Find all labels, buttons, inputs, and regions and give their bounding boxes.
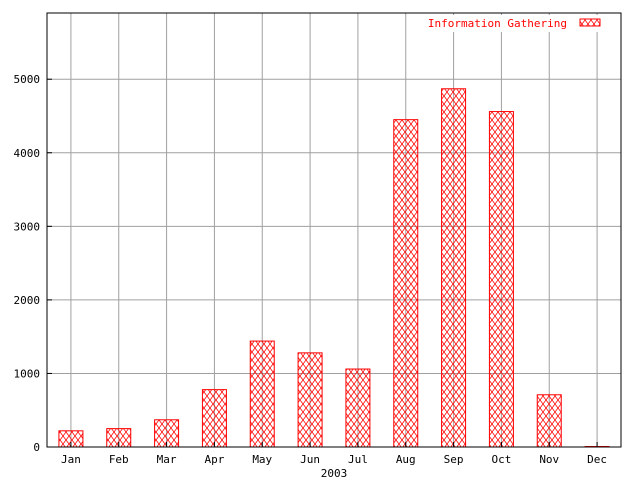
x-tick-label: Jun <box>300 453 320 466</box>
y-tick-label: 1000 <box>14 367 41 380</box>
y-tick-label: 4000 <box>14 147 41 160</box>
x-tick-label: Dec <box>587 453 607 466</box>
y-tick-label: 2000 <box>14 294 41 307</box>
bar-jun <box>297 352 323 448</box>
x-tick-label: Oct <box>491 453 511 466</box>
x-tick-label: May <box>252 453 272 466</box>
bar-apr <box>201 389 227 448</box>
x-tick-label: Mar <box>157 453 177 466</box>
legend-swatch <box>579 18 601 27</box>
x-tick-label: Nov <box>539 453 559 466</box>
x-tick-label: Aug <box>396 453 416 466</box>
y-tick-label: 0 <box>33 441 40 454</box>
legend-label: Information Gathering <box>428 17 567 30</box>
legend-background <box>414 15 618 32</box>
x-tick-label: Apr <box>204 453 224 466</box>
x-tick-label: Sep <box>444 453 464 466</box>
bars <box>58 88 610 448</box>
x-tick-label: Feb <box>109 453 129 466</box>
axis-ticks: 0 1000 2000 3000 4000 5000 Jan Feb Mar Apr May Jun J… <box>14 73 608 466</box>
y-tick-label: 5000 <box>14 73 41 86</box>
bar-oct <box>488 111 514 448</box>
bar-sep <box>441 88 467 448</box>
x-axis-label: 2003 <box>321 467 348 480</box>
y-tick-label: 3000 <box>14 220 41 233</box>
legend: Information Gathering <box>414 15 618 32</box>
bar-may <box>249 340 275 448</box>
plot-frame <box>46 12 622 448</box>
x-tick-label: Jul <box>348 453 368 466</box>
bar-aug <box>393 119 419 448</box>
x-tick-label: Jan <box>61 453 81 466</box>
bar-jul <box>345 368 371 448</box>
grid <box>47 13 621 447</box>
bar-nov <box>536 394 562 448</box>
